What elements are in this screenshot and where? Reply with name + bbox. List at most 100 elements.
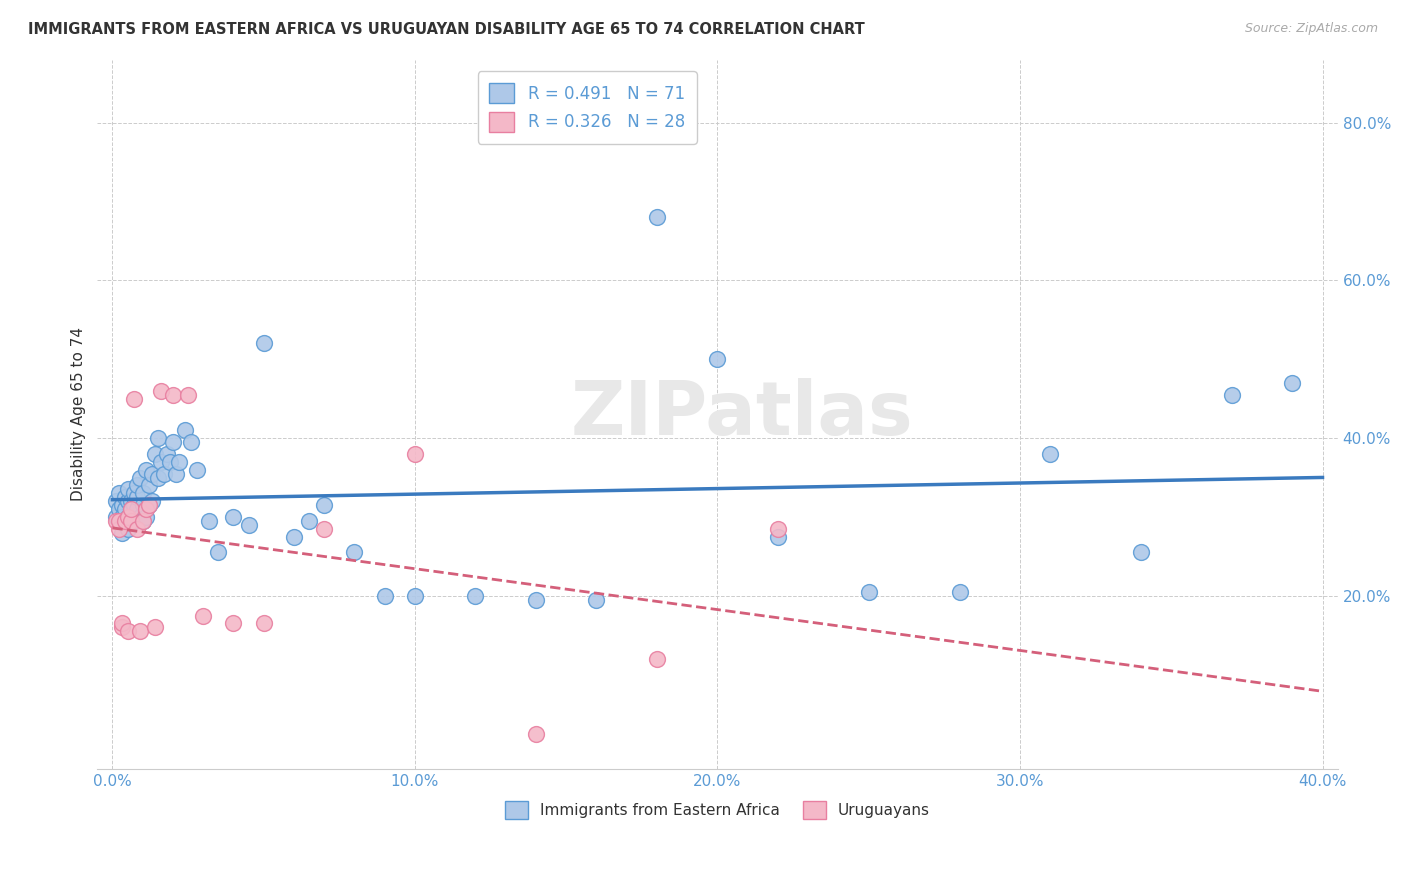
Point — [858, 585, 880, 599]
Point — [117, 624, 139, 639]
Point — [107, 514, 129, 528]
Point — [524, 592, 547, 607]
Point — [132, 514, 155, 528]
Point — [117, 510, 139, 524]
Point — [114, 490, 136, 504]
Point — [1130, 545, 1153, 559]
Point — [146, 431, 169, 445]
Point — [766, 530, 789, 544]
Point — [104, 494, 127, 508]
Point — [120, 514, 142, 528]
Point — [222, 616, 245, 631]
Point — [132, 514, 155, 528]
Point — [138, 478, 160, 492]
Point — [107, 502, 129, 516]
Point — [110, 525, 132, 540]
Point — [283, 530, 305, 544]
Point — [110, 510, 132, 524]
Point — [177, 388, 200, 402]
Point — [114, 502, 136, 516]
Point — [645, 211, 668, 225]
Point — [143, 447, 166, 461]
Point — [125, 490, 148, 504]
Point — [122, 498, 145, 512]
Point — [180, 435, 202, 450]
Point — [404, 447, 426, 461]
Point — [110, 620, 132, 634]
Point — [135, 463, 157, 477]
Point — [120, 494, 142, 508]
Point — [314, 498, 336, 512]
Point — [128, 510, 150, 524]
Point — [253, 336, 276, 351]
Point — [167, 455, 190, 469]
Point — [122, 392, 145, 406]
Point — [104, 514, 127, 528]
Point — [186, 463, 208, 477]
Point — [128, 470, 150, 484]
Point — [343, 545, 366, 559]
Point — [1281, 376, 1303, 390]
Point — [162, 435, 184, 450]
Point — [117, 494, 139, 508]
Point — [174, 423, 197, 437]
Point — [117, 510, 139, 524]
Point — [104, 510, 127, 524]
Point — [524, 727, 547, 741]
Point — [114, 514, 136, 528]
Point — [464, 589, 486, 603]
Point — [645, 652, 668, 666]
Y-axis label: Disability Age 65 to 74: Disability Age 65 to 74 — [72, 327, 86, 501]
Point — [135, 510, 157, 524]
Point — [110, 498, 132, 512]
Point — [132, 498, 155, 512]
Point — [222, 510, 245, 524]
Point — [141, 467, 163, 481]
Point — [298, 514, 321, 528]
Point — [149, 384, 172, 398]
Point — [193, 608, 215, 623]
Point — [117, 522, 139, 536]
Text: Source: ZipAtlas.com: Source: ZipAtlas.com — [1244, 22, 1378, 36]
Point — [156, 447, 179, 461]
Legend: Immigrants from Eastern Africa, Uruguayans: Immigrants from Eastern Africa, Uruguaya… — [499, 795, 936, 825]
Point — [198, 514, 221, 528]
Point — [948, 585, 970, 599]
Point — [107, 522, 129, 536]
Point — [125, 522, 148, 536]
Point — [107, 514, 129, 528]
Point — [107, 486, 129, 500]
Point — [122, 486, 145, 500]
Text: ZIPatlas: ZIPatlas — [571, 378, 914, 451]
Point — [125, 478, 148, 492]
Point — [585, 592, 607, 607]
Point — [132, 486, 155, 500]
Point — [120, 502, 142, 516]
Point — [120, 514, 142, 528]
Point — [120, 502, 142, 516]
Point — [146, 470, 169, 484]
Point — [766, 522, 789, 536]
Point — [122, 514, 145, 528]
Point — [706, 352, 728, 367]
Point — [125, 502, 148, 516]
Text: IMMIGRANTS FROM EASTERN AFRICA VS URUGUAYAN DISABILITY AGE 65 TO 74 CORRELATION : IMMIGRANTS FROM EASTERN AFRICA VS URUGUA… — [28, 22, 865, 37]
Point — [253, 616, 276, 631]
Point — [143, 620, 166, 634]
Point — [374, 589, 396, 603]
Point — [114, 514, 136, 528]
Point — [135, 502, 157, 516]
Point — [141, 494, 163, 508]
Point — [128, 624, 150, 639]
Point — [162, 388, 184, 402]
Point — [1220, 388, 1243, 402]
Point — [138, 498, 160, 512]
Point — [404, 589, 426, 603]
Point — [159, 455, 181, 469]
Point — [138, 498, 160, 512]
Point — [165, 467, 187, 481]
Point — [110, 616, 132, 631]
Point — [117, 483, 139, 497]
Point — [238, 517, 260, 532]
Point — [1039, 447, 1062, 461]
